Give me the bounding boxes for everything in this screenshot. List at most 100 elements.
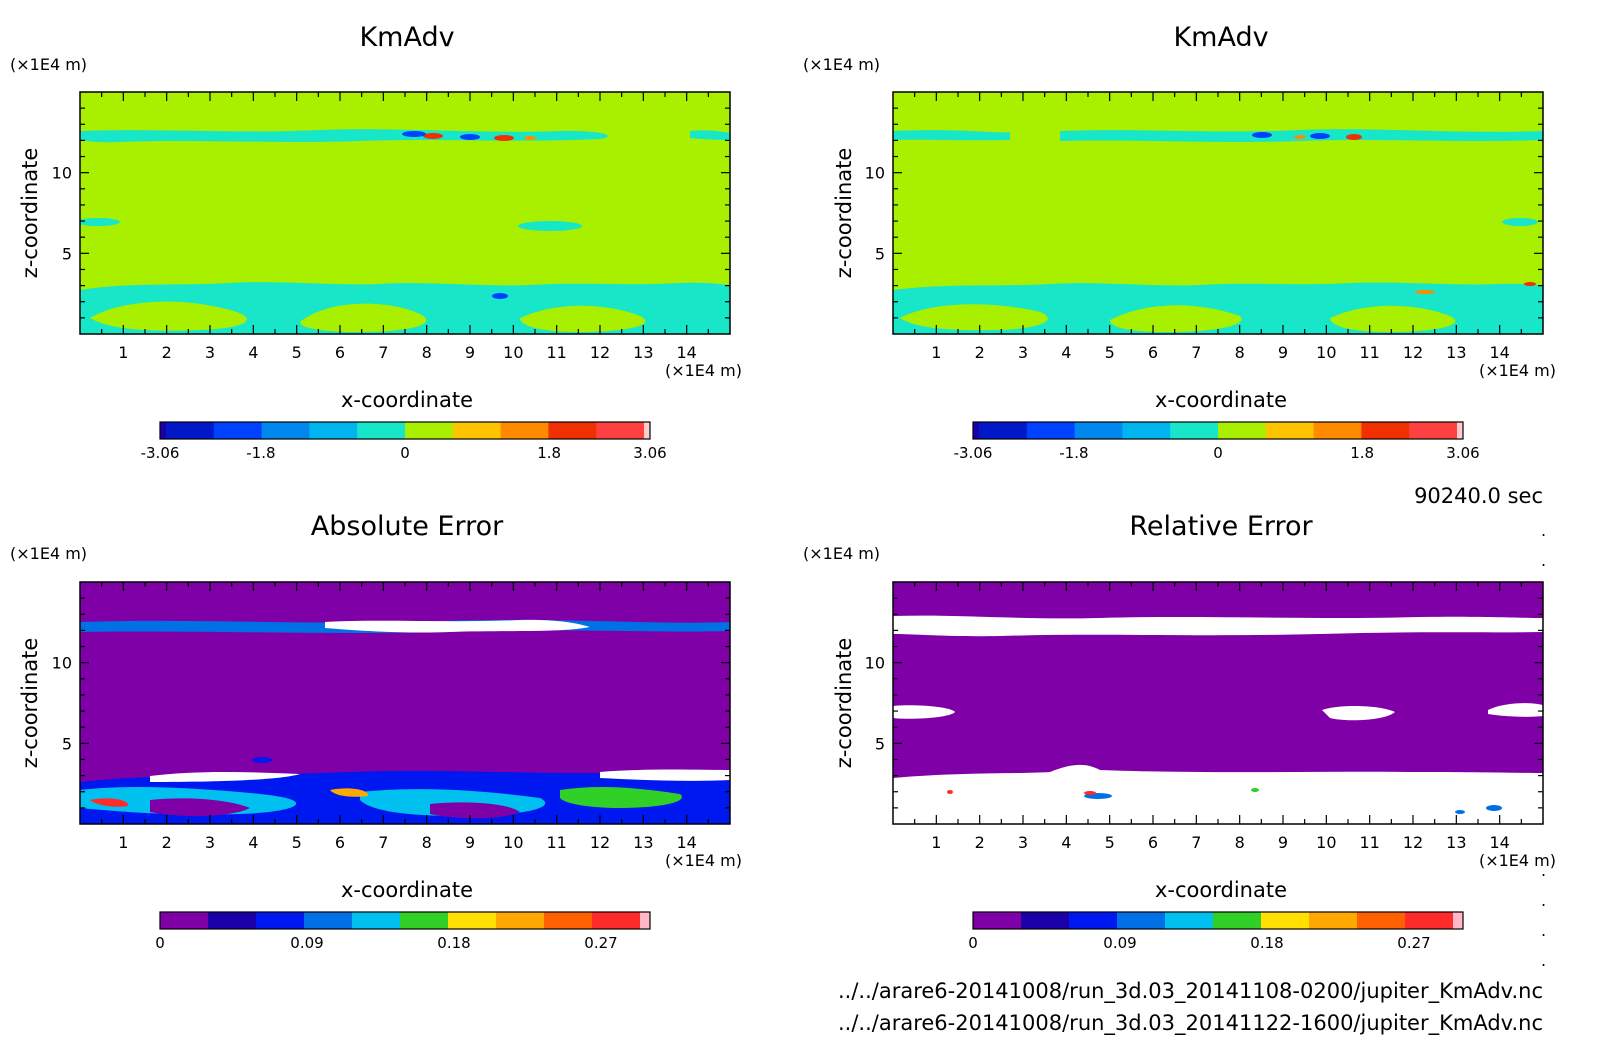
colorbar-label: 0.09 [1103, 934, 1136, 952]
x-tick-labels: 1 2 3 4 5 6 7 8 9 10 11 12 13 14 [931, 833, 1510, 852]
mid-eddy [518, 221, 582, 231]
colorbar-label: -3.06 [954, 444, 993, 462]
x-tick-label: 8 [1235, 833, 1245, 852]
mid-white-patch [893, 705, 955, 719]
colorbar-label: 0.09 [290, 934, 323, 952]
colorbar-swatch [1074, 422, 1123, 439]
tick-group [893, 582, 1543, 824]
y-axis-label: z-coordinate [18, 638, 42, 769]
dot-marker: . [1541, 921, 1546, 940]
panel-kmadv-1: KmAdv (×1E4 m) 1 2 3 4 5 6 7 8 9 10 11 12 13 14 510 (… [10, 22, 742, 462]
colorbar-swatch [548, 422, 597, 439]
colorbar-label: -1.8 [246, 444, 275, 462]
blue-spot [1486, 805, 1502, 811]
file-path-1: ../../arare6-20141008/run_3d.03_20141108… [838, 979, 1543, 1004]
x-tick-label: 11 [546, 343, 566, 362]
tick-group [893, 92, 1543, 334]
x-tick-labels: 1 2 3 4 5 6 7 8 9 10 11 12 13 14 [118, 833, 697, 852]
heatmap-field [893, 582, 1543, 824]
x-tick-label: 12 [590, 833, 610, 852]
x-tick-label: 9 [465, 833, 475, 852]
panel-title: KmAdv [1173, 22, 1268, 53]
x-tick-label: 13 [1446, 343, 1466, 362]
x-unit-label: (×1E4 m) [1479, 361, 1556, 380]
colorbar-label: 0 [155, 934, 165, 952]
colorbar-label: 0 [968, 934, 978, 952]
colorbar-swatch [352, 912, 401, 929]
x-tick-label: 10 [503, 833, 523, 852]
colorbar-swatch [500, 422, 549, 439]
x-tick-label: 8 [422, 833, 432, 852]
blue-spot [252, 757, 272, 763]
x-tick-labels: 1 2 3 4 5 6 7 8 9 10 11 12 13 14 [118, 343, 697, 362]
x-tick-label: 14 [676, 343, 696, 362]
lower-error-white [150, 772, 300, 782]
colorbar-swatch [544, 912, 593, 929]
x-tick-label: 4 [1061, 833, 1071, 852]
y-unit-label: (×1E4 m) [803, 55, 880, 74]
colorbar-swatch [640, 912, 650, 929]
colorbar-swatch [452, 422, 502, 439]
y-tick-label: 10 [52, 164, 72, 183]
heatmap-field [80, 92, 730, 334]
colorbar-swatch [309, 422, 358, 439]
colorbar-labels: -3.06 -1.8 0 1.8 3.06 [141, 444, 667, 462]
x-tick-label: 9 [1278, 343, 1288, 362]
colorbar-swatch [1457, 422, 1463, 439]
y-tick-labels: 5 10 [865, 654, 885, 754]
y-axis-label: z-coordinate [832, 638, 856, 769]
colorbar-swatch [1021, 912, 1070, 929]
colorbar [972, 421, 1464, 440]
file-path-2: ../../arare6-20141008/run_3d.03_20141122… [838, 1011, 1543, 1036]
lower-green-eddy-2 [1110, 305, 1242, 332]
y-axis-label: z-coordinate [832, 148, 856, 279]
x-tick-label: 5 [292, 343, 302, 362]
colorbar [972, 911, 1464, 930]
x-tick-label: 11 [546, 833, 566, 852]
colorbar-swatch [357, 422, 406, 439]
colorbar-swatch [160, 912, 209, 929]
x-tick-label: 1 [118, 343, 128, 362]
colorbar-swatch [1122, 422, 1171, 439]
x-tick-label: 12 [1403, 833, 1423, 852]
colorbar-swatch [1026, 422, 1076, 439]
colorbar-label: 0.27 [584, 934, 617, 952]
colorbar-swatch [1405, 912, 1454, 929]
colorbar-swatch [213, 422, 263, 439]
lower-green-eddy-3 [1330, 305, 1456, 332]
heatmap-field [80, 582, 730, 824]
x-tick-label: 1 [931, 343, 941, 362]
lower-error-red [90, 798, 129, 807]
x-tick-label: 7 [378, 343, 388, 362]
lower-green-eddy-2 [300, 303, 427, 332]
x-tick-label: 6 [335, 833, 345, 852]
x-tick-label: 11 [1359, 343, 1379, 362]
colorbar-labels: 0 0.09 0.18 0.27 [155, 934, 617, 952]
colorbar-swatch [256, 912, 305, 929]
x-axis-label: x-coordinate [341, 878, 473, 902]
dot-marker: . [1541, 861, 1546, 880]
orange-spot [524, 136, 536, 140]
colorbar-swatch [1117, 912, 1166, 929]
x-tick-label: 12 [1403, 343, 1423, 362]
colorbar-frame [159, 421, 651, 440]
colorbar-swatch [1069, 912, 1118, 929]
dot-marker: . [1541, 891, 1546, 910]
colorbar-label: -1.8 [1059, 444, 1088, 462]
colorbar-frame [972, 421, 1464, 440]
dot-marker: . [1541, 521, 1546, 540]
y-axis-label: z-coordinate [18, 148, 42, 279]
colorbar-swatch [1409, 422, 1458, 439]
x-tick-label: 10 [1316, 343, 1336, 362]
blue-spot [1310, 133, 1330, 139]
y-unit-label: (×1E4 m) [803, 544, 880, 563]
panel-absolute-error: Absolute Error (×1E4 m) 1 2 3 4 5 6 7 8 9 10 11 12 1… [10, 511, 742, 952]
upper-white-band [893, 615, 1543, 637]
green-spot [1251, 788, 1259, 792]
red-spot [423, 133, 443, 139]
x-tick-label: 10 [503, 343, 523, 362]
colorbar-swatch [1313, 422, 1362, 439]
red-spot [1524, 282, 1536, 286]
colorbar-label: 3.06 [1446, 444, 1479, 462]
y-tick-label: 5 [875, 734, 885, 753]
